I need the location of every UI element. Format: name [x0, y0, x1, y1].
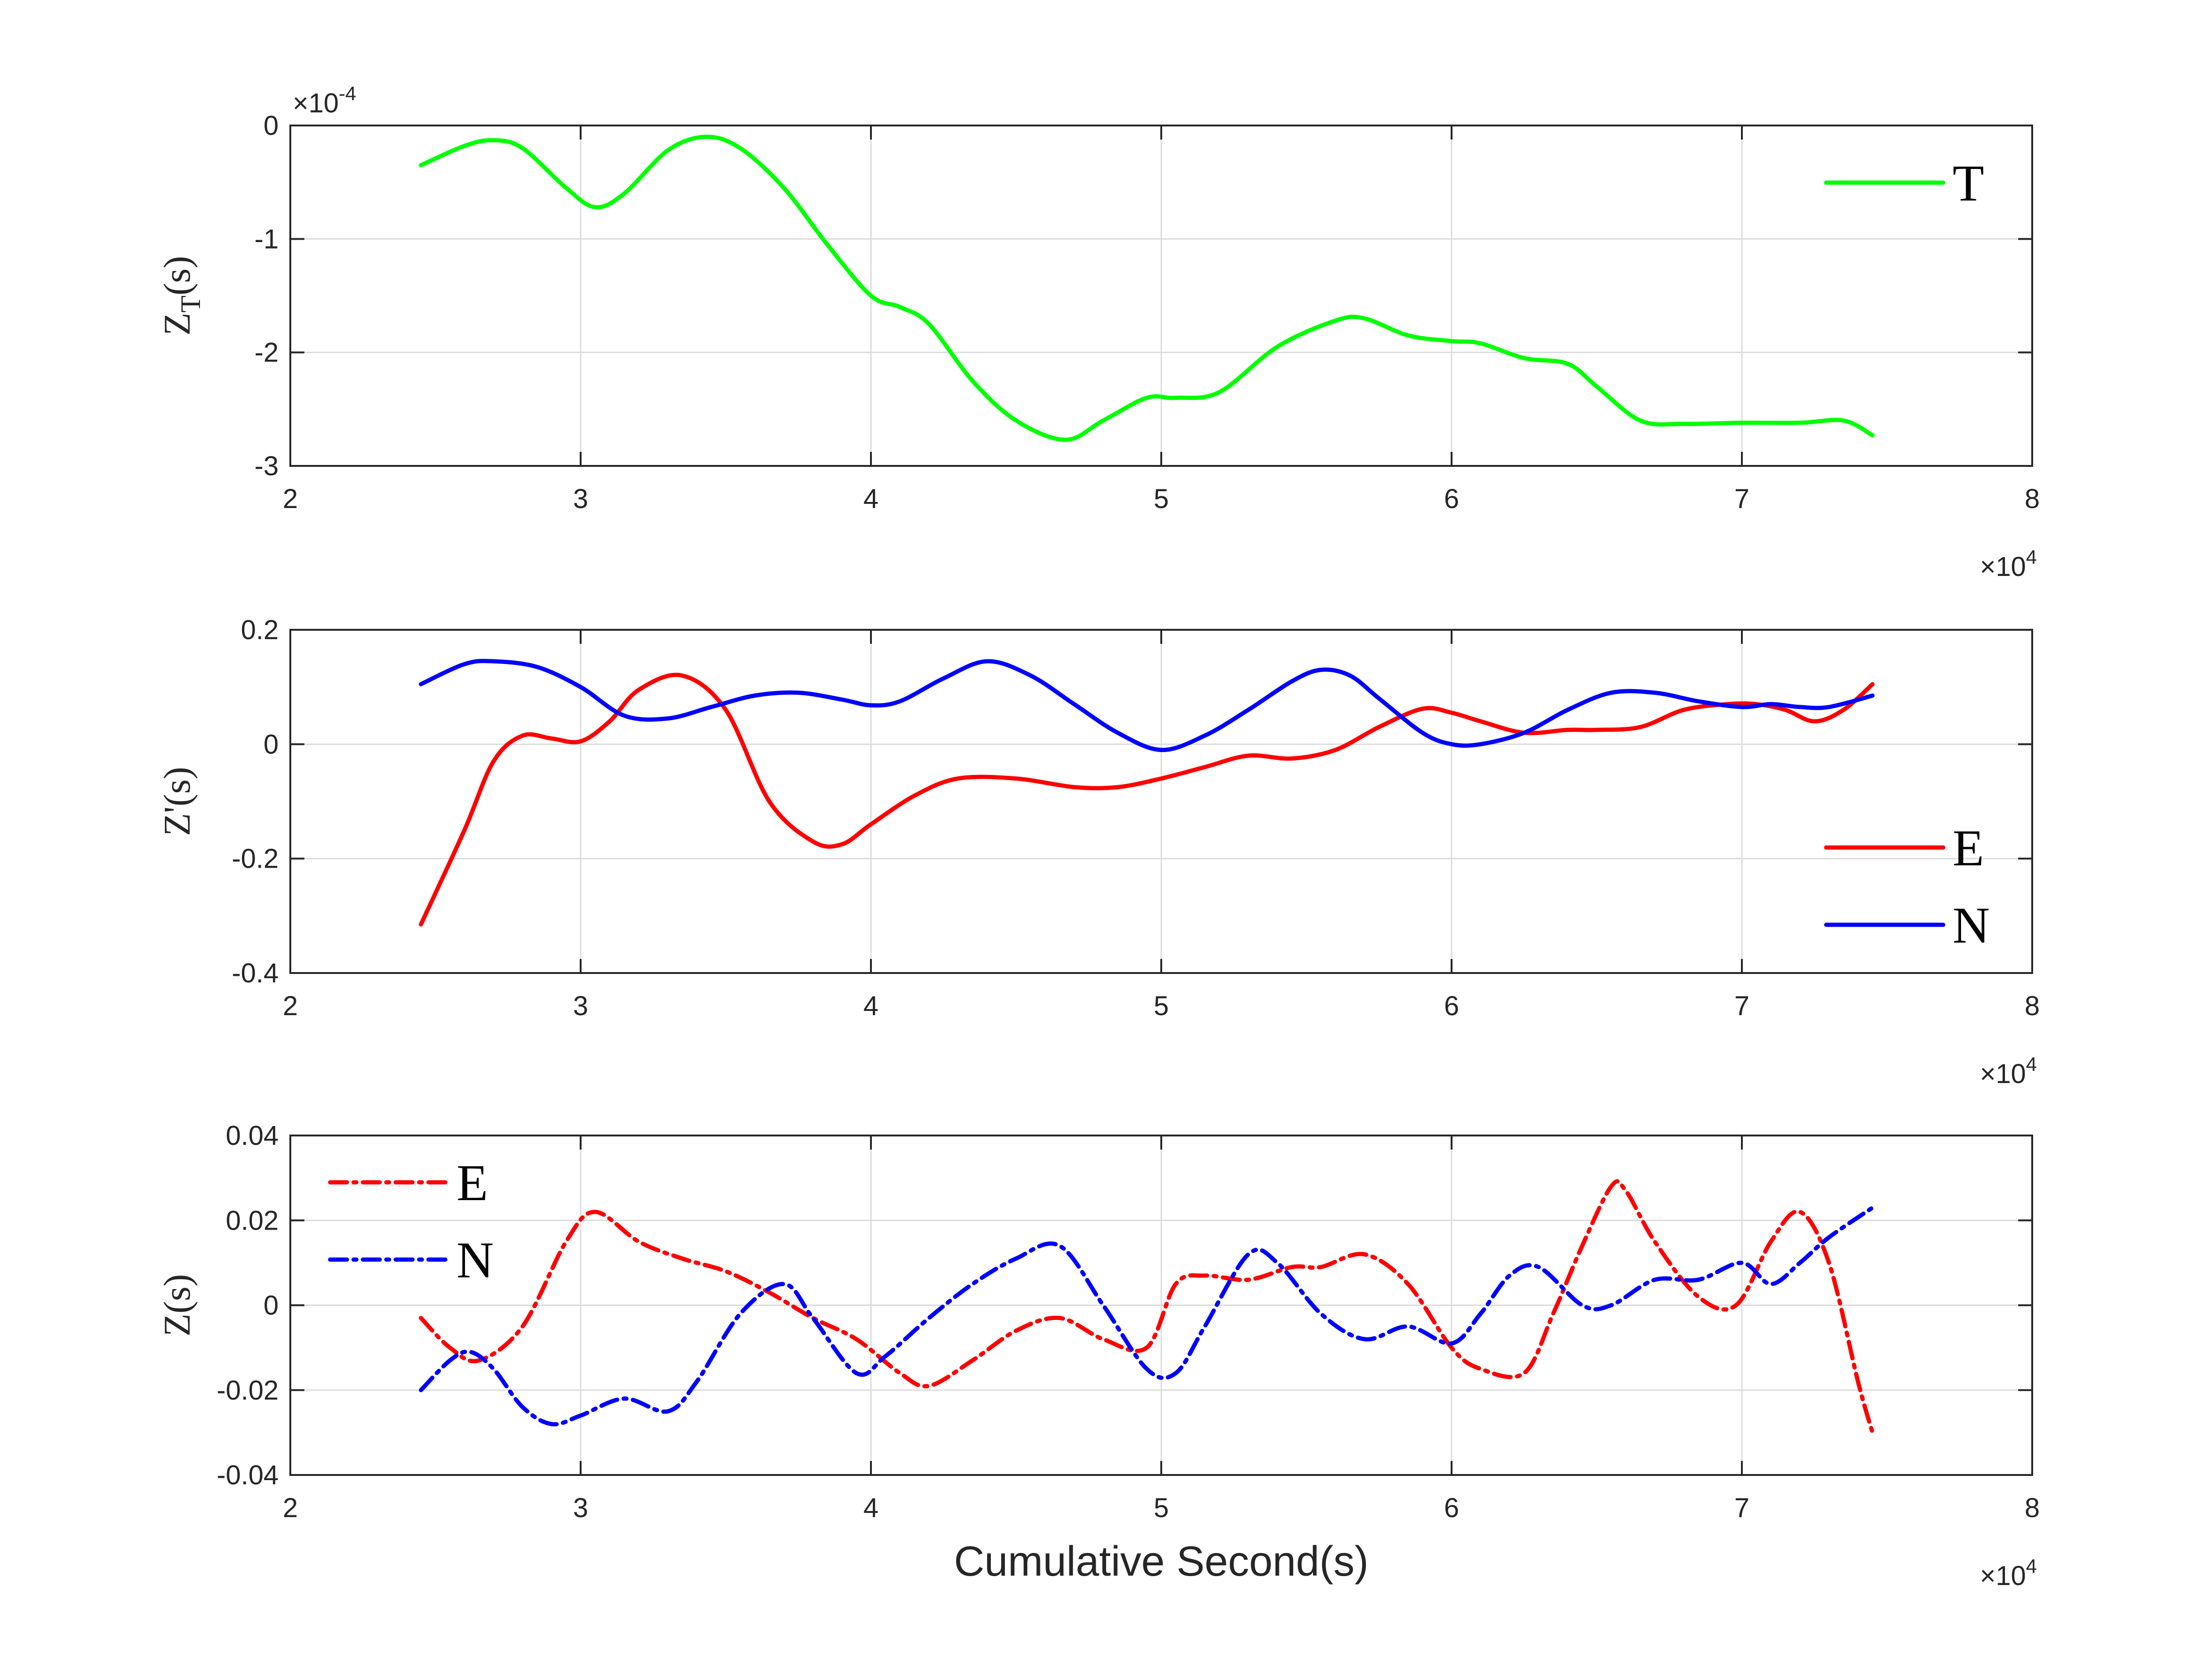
legend: EN: [328, 1154, 494, 1289]
x-tick-label: 5: [1154, 484, 1169, 514]
y-tick-label: -3: [254, 451, 279, 481]
y-tick-label: 0.02: [226, 1205, 279, 1236]
x-tick-label: 3: [573, 1493, 588, 1523]
x-tick-label: 3: [573, 991, 588, 1021]
x-tick-label: 2: [283, 484, 298, 514]
legend-label-e: E: [1953, 819, 1984, 877]
series-line-n: [419, 1205, 1875, 1427]
tick-labels: 2 3 4 5 6 7 8 -0.4 -0.2 0 0.2: [232, 615, 2040, 1021]
x-tick-label: 4: [863, 1493, 878, 1523]
x-tick-label: 8: [2025, 484, 2040, 514]
x-exponent-label: ×104: [1980, 546, 2037, 582]
y-tick-label: -1: [254, 224, 279, 254]
panel-zt: 2 3 4 5 6 7 8 -3 -2 -1 0 ZT(s) ×10-4 ×104 T: [157, 82, 2040, 582]
y-tick-label: -0.2: [232, 844, 279, 874]
y-tick-label: 0: [264, 729, 279, 759]
legend: EN: [1824, 819, 1990, 954]
panel-zprime: 2 3 4 5 6 7 8 -0.4 -0.2 0 0.2 Z'(s) ×104 EN: [157, 615, 2040, 1089]
legend-label-e: E: [457, 1154, 488, 1211]
y-tick-label: -2: [254, 338, 279, 368]
x-tick-label: 7: [1734, 991, 1749, 1021]
x-tick-label: 4: [863, 991, 878, 1021]
x-tick-label: 2: [283, 1493, 298, 1523]
x-exponent-label: ×104: [1980, 1053, 2037, 1089]
x-tick-label: 2: [283, 991, 298, 1021]
x-tick-label: 3: [573, 484, 588, 514]
y-axis-label: Z(s): [157, 1274, 198, 1336]
y-tick-label: 0: [264, 111, 279, 141]
x-tick-label: 6: [1444, 1493, 1459, 1523]
y-axis-label: Z'(s): [157, 767, 198, 836]
x-tick-label: 7: [1734, 484, 1749, 514]
series-layer: [419, 659, 1875, 927]
series-line-e: [419, 672, 1875, 927]
x-tick-label: 8: [2025, 1493, 2040, 1523]
y-tick-label: -0.04: [217, 1460, 279, 1490]
y-axis-label: ZT(s): [157, 256, 206, 336]
y-tick-label: 0: [264, 1290, 279, 1321]
y-exponent-label: ×10-4: [293, 82, 356, 118]
x-tick-label: 5: [1154, 991, 1169, 1021]
x-exponent-label: ×104: [1980, 1555, 2037, 1591]
series-layer: [419, 134, 1875, 442]
y-tick-label: -0.4: [232, 958, 279, 988]
legend: T: [1824, 155, 1984, 212]
x-tick-label: 8: [2025, 991, 2040, 1021]
series-line-e: [419, 1179, 1875, 1435]
panel-z: 2 3 4 5 6 7 8 -0.04 -0.02 0 0.02 0.04 Z(s) Cumulati…: [157, 1121, 2040, 1591]
legend-label-t: T: [1953, 155, 1984, 212]
x-tick-label: 6: [1444, 991, 1459, 1021]
x-axis-label: Cumulative Second(s): [954, 1538, 1368, 1585]
series-layer: [419, 1179, 1875, 1435]
series-line-n: [419, 659, 1875, 752]
tick-labels: 2 3 4 5 6 7 8 -3 -2 -1 0: [254, 111, 2040, 514]
x-tick-label: 4: [863, 484, 878, 514]
series-line-t: [419, 134, 1875, 442]
x-tick-label: 7: [1734, 1493, 1749, 1523]
legend-label-n: N: [1953, 897, 1990, 954]
x-tick-label: 5: [1154, 1493, 1169, 1523]
y-tick-label: 0.2: [241, 615, 279, 645]
y-tick-label: 0.04: [226, 1121, 279, 1151]
y-tick-label: -0.02: [217, 1375, 279, 1406]
tick-labels: 2 3 4 5 6 7 8 -0.04 -0.02 0 0.02 0.04: [217, 1121, 2040, 1523]
legend-label-n: N: [457, 1231, 494, 1289]
x-tick-label: 6: [1444, 484, 1459, 514]
